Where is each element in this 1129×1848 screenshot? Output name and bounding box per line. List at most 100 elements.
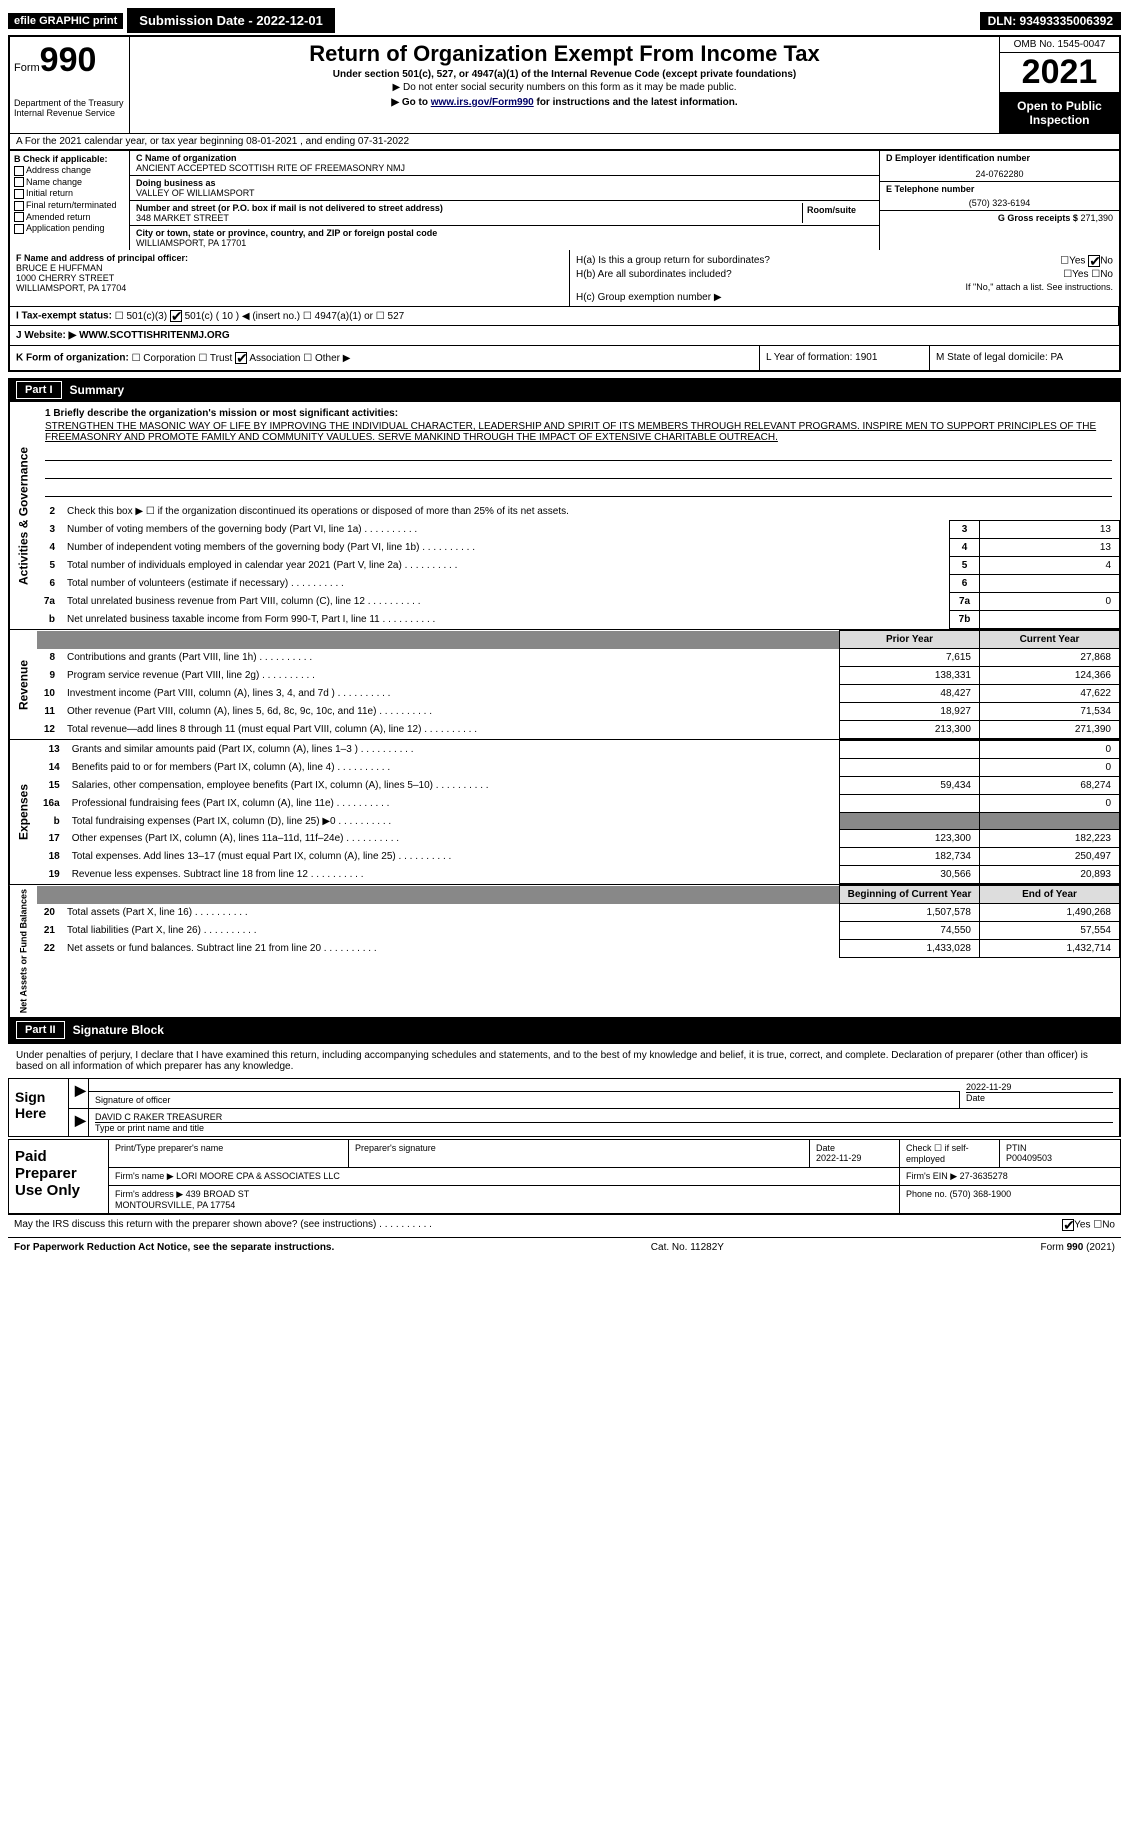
prior-value bbox=[840, 795, 980, 813]
side-net-assets: Net Assets or Fund Balances bbox=[9, 885, 37, 1017]
line-num: 9 bbox=[37, 667, 61, 685]
side-revenue: Revenue bbox=[9, 630, 37, 739]
part2-title: Signature Block bbox=[73, 1023, 164, 1037]
year-formation: L Year of formation: 1901 bbox=[759, 346, 929, 370]
paperwork-notice: For Paperwork Reduction Act Notice, see … bbox=[14, 1242, 334, 1253]
part1-title: Summary bbox=[70, 383, 125, 397]
dba-value: VALLEY OF WILLIAMSPORT bbox=[136, 188, 873, 198]
firm-phone-label: Phone no. bbox=[906, 1189, 947, 1199]
ein-value: 24-0762280 bbox=[886, 169, 1113, 179]
line-desc: Revenue less expenses. Subtract line 18 … bbox=[66, 866, 840, 884]
officer-addr2: WILLIAMSPORT, PA 17704 bbox=[16, 283, 563, 293]
form-title: Return of Organization Exempt From Incom… bbox=[138, 41, 991, 67]
current-value: 0 bbox=[980, 759, 1120, 777]
mission-label: 1 Briefly describe the organization's mi… bbox=[45, 408, 1112, 419]
officer-label: F Name and address of principal officer: bbox=[16, 253, 563, 263]
side-expenses: Expenses bbox=[9, 740, 37, 884]
prep-date-hdr: Date bbox=[816, 1143, 893, 1153]
print-name-label: Type or print name and title bbox=[95, 1122, 1113, 1133]
line-desc: Total expenses. Add lines 13–17 (must eq… bbox=[66, 848, 840, 866]
org-name: ANCIENT ACCEPTED SCOTTISH RITE OF FREEMA… bbox=[136, 163, 873, 173]
line-num: 18 bbox=[37, 848, 66, 866]
dept-treasury: Department of the Treasury Internal Reve… bbox=[14, 98, 125, 118]
sig-date-label: Date bbox=[966, 1092, 1113, 1103]
line-value: 4 bbox=[980, 557, 1120, 575]
firm-name: LORI MOORE CPA & ASSOCIATES LLC bbox=[176, 1171, 340, 1181]
hc-label: H(c) Group exemption number ▶ bbox=[576, 292, 1113, 303]
form-org-opts: ☐ Corporation ☐ Trust Association ☐ Othe… bbox=[132, 353, 351, 364]
line-num: 4 bbox=[37, 539, 61, 557]
end-value: 1,432,714 bbox=[980, 940, 1120, 958]
current-value: 68,274 bbox=[980, 777, 1120, 795]
prior-value bbox=[840, 741, 980, 759]
checkbox-name-change: Name change bbox=[14, 177, 125, 188]
ein-label: D Employer identification number bbox=[886, 153, 1113, 163]
phone-label: E Telephone number bbox=[886, 184, 1113, 194]
cat-number: Cat. No. 11282Y bbox=[651, 1242, 724, 1253]
end-hdr: End of Year bbox=[980, 886, 1120, 904]
hb-answer: ☐Yes ☐No bbox=[1063, 269, 1113, 280]
state-domicile: M State of legal domicile: PA bbox=[929, 346, 1119, 370]
firm-addr-label: Firm's address ▶ bbox=[115, 1189, 183, 1199]
line-box: 5 bbox=[950, 557, 980, 575]
room-label: Room/suite bbox=[807, 205, 869, 215]
line-box: 7a bbox=[950, 593, 980, 611]
org-name-label: C Name of organization bbox=[136, 153, 873, 163]
line-box: 7b bbox=[950, 611, 980, 629]
firm-name-label: Firm's name ▶ bbox=[115, 1171, 174, 1181]
discuss-question: May the IRS discuss this return with the… bbox=[14, 1219, 432, 1231]
gross-label: G Gross receipts $ bbox=[998, 213, 1078, 223]
website-value: WWW.SCOTTISHRITENMJ.ORG bbox=[79, 330, 230, 341]
line-desc: Salaries, other compensation, employee b… bbox=[66, 777, 840, 795]
phone-value: (570) 323-6194 bbox=[886, 198, 1113, 208]
tax-year: 2021 bbox=[1000, 53, 1119, 93]
row-a-tax-year: A For the 2021 calendar year, or tax yea… bbox=[8, 134, 1121, 151]
line-desc: Professional fundraising fees (Part IX, … bbox=[66, 795, 840, 813]
ha-answer: ☐Yes No bbox=[1060, 255, 1113, 267]
line-value bbox=[980, 611, 1120, 629]
omb-number: OMB No. 1545-0047 bbox=[1000, 37, 1119, 53]
perjury-text: Under penalties of perjury, I declare th… bbox=[8, 1042, 1121, 1078]
prior-value: 30,566 bbox=[840, 866, 980, 884]
line-num: 10 bbox=[37, 685, 61, 703]
beginning-hdr: Beginning of Current Year bbox=[840, 886, 980, 904]
sig-officer-label: Signature of officer bbox=[95, 1095, 170, 1105]
line-desc: Net assets or fund balances. Subtract li… bbox=[61, 940, 840, 958]
line-desc: Total revenue—add lines 8 through 11 (mu… bbox=[61, 721, 840, 739]
current-value: 182,223 bbox=[980, 830, 1120, 848]
sign-here-label: Sign Here bbox=[9, 1079, 69, 1136]
line-value bbox=[980, 575, 1120, 593]
officer-addr1: 1000 CHERRY STREET bbox=[16, 273, 563, 283]
line-value: 13 bbox=[980, 539, 1120, 557]
prior-value: 138,331 bbox=[840, 667, 980, 685]
prep-name-hdr: Print/Type preparer's name bbox=[109, 1140, 349, 1167]
prep-sig-hdr: Preparer's signature bbox=[349, 1140, 810, 1167]
prior-value: 182,734 bbox=[840, 848, 980, 866]
street-label: Number and street (or P.O. box if mail i… bbox=[136, 203, 802, 213]
line-box: 3 bbox=[950, 521, 980, 539]
line-num: 3 bbox=[37, 521, 61, 539]
sig-date: 2022-11-29 bbox=[966, 1082, 1113, 1092]
line-num: b bbox=[37, 813, 66, 830]
street-value: 348 MARKET STREET bbox=[136, 213, 802, 223]
city-label: City or town, state or province, country… bbox=[136, 228, 873, 238]
irs-link[interactable]: www.irs.gov/Form990 bbox=[431, 97, 534, 108]
line-desc: Total assets (Part X, line 16) bbox=[61, 904, 840, 922]
current-value: 0 bbox=[980, 795, 1120, 813]
ssn-note: ▶ Do not enter social security numbers o… bbox=[138, 82, 991, 93]
prior-value: 48,427 bbox=[840, 685, 980, 703]
form-subtitle: Under section 501(c), 527, or 4947(a)(1)… bbox=[138, 69, 991, 80]
checkbox-final-return-terminated: Final return/terminated bbox=[14, 200, 125, 211]
line-desc: Benefits paid to or for members (Part IX… bbox=[66, 759, 840, 777]
arrow-icon: ▶ bbox=[75, 1082, 86, 1098]
ptin-hdr: PTIN bbox=[1006, 1143, 1114, 1153]
line-desc: Total number of volunteers (estimate if … bbox=[61, 575, 950, 593]
line-value: 0 bbox=[980, 593, 1120, 611]
current-value: 47,622 bbox=[980, 685, 1120, 703]
line-desc: Number of independent voting members of … bbox=[61, 539, 950, 557]
end-value: 57,554 bbox=[980, 922, 1120, 940]
current-value: 0 bbox=[980, 741, 1120, 759]
tax-status-opts: ☐ 501(c)(3) 501(c) ( 10 ) ◀ (insert no.)… bbox=[115, 311, 404, 322]
part2-num: Part II bbox=[16, 1021, 65, 1039]
line-num: 22 bbox=[37, 940, 61, 958]
